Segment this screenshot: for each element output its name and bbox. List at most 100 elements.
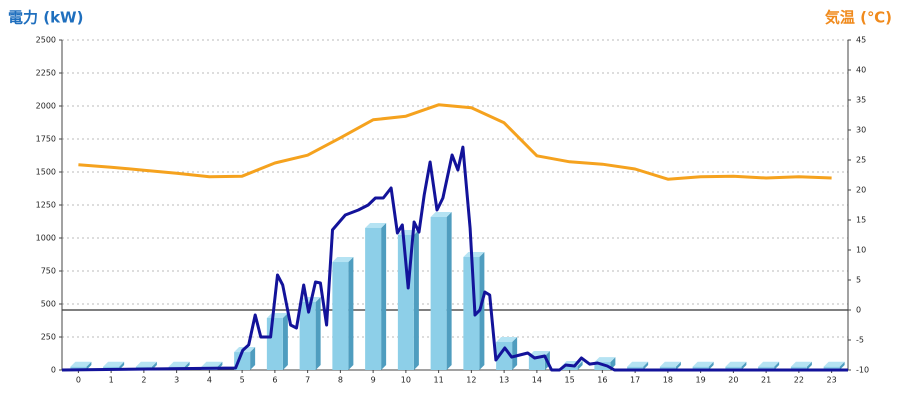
bar-top	[332, 257, 354, 263]
bar-top	[430, 212, 452, 218]
bar	[299, 302, 316, 370]
y-tick-label: 750	[41, 267, 56, 276]
bar-top	[627, 361, 649, 367]
y-tick-label: 0	[51, 366, 56, 375]
x-tick-label: 22	[794, 376, 804, 385]
x-tick-label: 21	[761, 376, 771, 385]
bar	[790, 366, 807, 370]
bar-top	[725, 361, 747, 367]
bar	[725, 366, 742, 370]
bar-top	[758, 361, 780, 367]
bar-top	[70, 361, 92, 367]
bar	[627, 366, 644, 370]
bar-side	[839, 361, 845, 370]
bar-side	[741, 361, 747, 370]
x-tick-label: 7	[305, 376, 310, 385]
bar	[659, 366, 676, 370]
x-tick-label: 17	[630, 376, 640, 385]
x-tick-label: 10	[401, 376, 411, 385]
y-tick-label: 2500	[36, 36, 56, 45]
bar-top	[790, 361, 812, 367]
x-tick-label: 18	[663, 376, 673, 385]
bar-side	[774, 361, 780, 370]
bar-side	[250, 347, 256, 370]
bar-side	[479, 252, 485, 370]
bar-side	[381, 222, 387, 370]
bar-top	[659, 361, 681, 367]
bar-top	[692, 361, 714, 367]
y2-tick-label: -5	[856, 336, 864, 345]
y-tick-label: 1000	[36, 234, 56, 243]
bar	[463, 257, 480, 370]
y-tick-label: 2250	[36, 69, 56, 78]
x-tick-label: 2	[141, 376, 146, 385]
bar-side	[348, 257, 354, 370]
bar	[266, 317, 283, 370]
y-axis-title: 電力 (kW)	[8, 9, 83, 27]
bar	[692, 366, 709, 370]
bar-top	[823, 361, 845, 367]
x-tick-label: 16	[597, 376, 607, 385]
bar	[823, 366, 840, 370]
bar-side	[675, 361, 681, 370]
bar	[430, 217, 447, 370]
x-tick-label: 3	[174, 376, 179, 385]
y2-tick-label: 0	[856, 306, 861, 315]
y2-tick-label: 5	[856, 276, 861, 285]
bar	[528, 356, 545, 370]
y2-tick-label: 25	[856, 156, 866, 165]
y-tick-label: 1250	[36, 201, 56, 210]
bar-top	[135, 361, 157, 367]
y2-tick-label: 40	[856, 66, 866, 75]
y2-tick-label: 15	[856, 216, 866, 225]
bar-side	[708, 361, 714, 370]
bar-side	[86, 361, 92, 370]
bar	[332, 262, 349, 370]
bar	[496, 342, 513, 370]
bar-top	[496, 337, 518, 343]
y2-tick-label: 20	[856, 186, 866, 195]
x-tick-label: 13	[499, 376, 509, 385]
x-tick-label: 5	[240, 376, 245, 385]
bar-top	[201, 361, 223, 367]
x-tick-label: 1	[109, 376, 114, 385]
x-tick-label: 12	[466, 376, 476, 385]
bar	[561, 366, 578, 370]
bar-side	[315, 297, 321, 370]
y-tick-label: 250	[41, 333, 56, 342]
x-tick-label: 9	[371, 376, 376, 385]
bar-top	[463, 252, 485, 258]
bar-top	[103, 361, 125, 367]
line	[61, 145, 848, 372]
line	[78, 103, 832, 181]
bar-side	[446, 212, 452, 370]
x-tick-label: 11	[434, 376, 444, 385]
bar	[365, 227, 382, 370]
bar-side	[643, 361, 649, 370]
x-tick-label: 19	[696, 376, 706, 385]
x-tick-label: 23	[827, 376, 837, 385]
y2-tick-label: 35	[856, 96, 866, 105]
y2-tick-label: 30	[856, 126, 866, 135]
bar-side	[512, 337, 518, 370]
y2-tick-label: 45	[856, 36, 866, 45]
bar	[758, 366, 775, 370]
x-tick-label: 8	[338, 376, 343, 385]
x-tick-label: 0	[76, 376, 81, 385]
y2-tick-label: 10	[856, 246, 866, 255]
y2-axis-title: 気温 (℃)	[825, 9, 892, 27]
bar-top	[365, 222, 387, 228]
x-tick-label: 20	[728, 376, 738, 385]
y-tick-label: 1750	[36, 135, 56, 144]
bar-top	[168, 361, 190, 367]
y-tick-label: 1500	[36, 168, 56, 177]
bar-top	[594, 357, 616, 363]
x-tick-label: 14	[532, 376, 542, 385]
y-tick-label: 2000	[36, 102, 56, 111]
x-tick-label: 4	[207, 376, 212, 385]
x-tick-label: 6	[272, 376, 277, 385]
y-tick-label: 500	[41, 300, 56, 309]
y2-tick-label: -10	[856, 366, 869, 375]
bar-side	[413, 229, 419, 370]
